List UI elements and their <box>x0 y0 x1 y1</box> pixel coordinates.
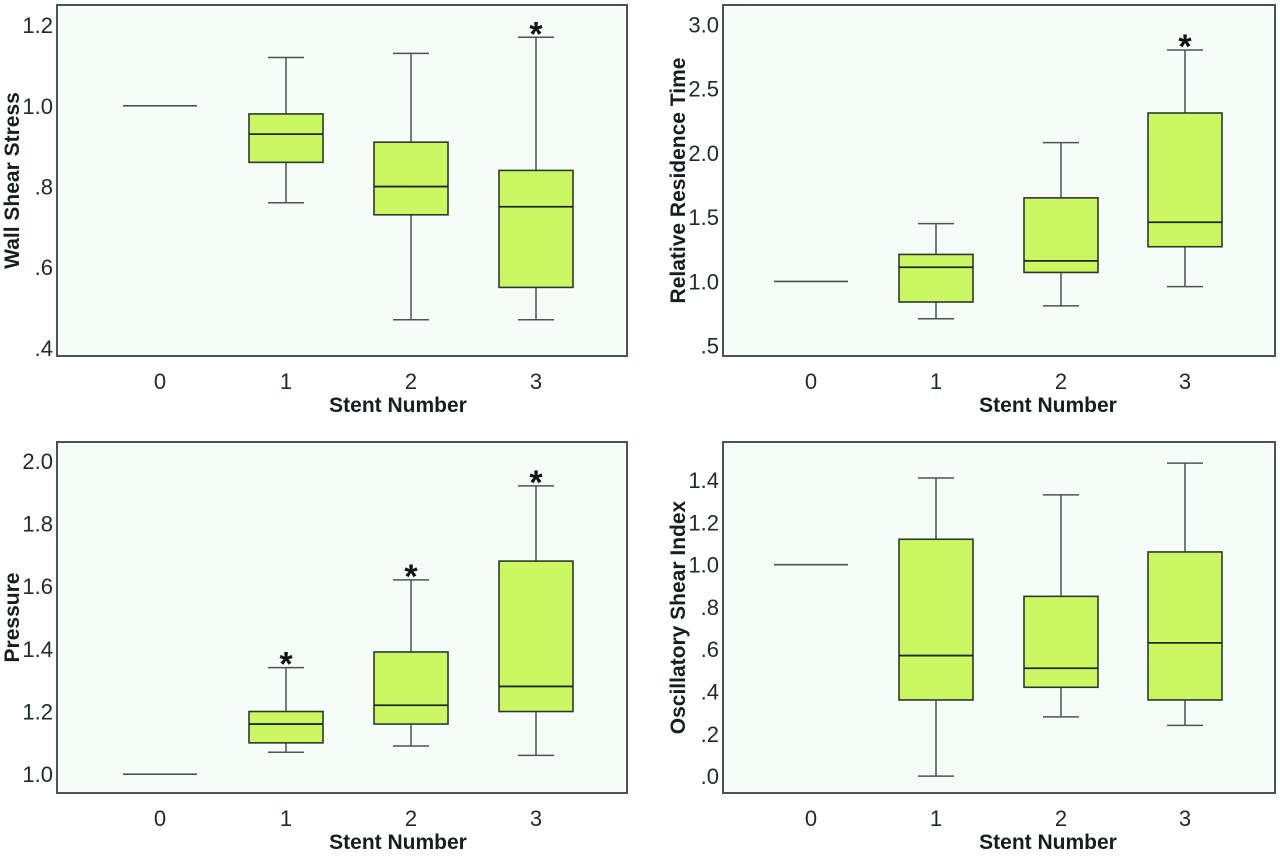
x-tick-label: 0 <box>805 369 817 394</box>
panel-pressure: 1.0 1.2 1.4 1.6 1.8 2.0 0 1 2 3 Stent Number Pressu… <box>1 441 628 854</box>
box-plot-1 <box>898 222 974 320</box>
significance-marker: * <box>529 464 543 502</box>
box-plot-2: * <box>373 558 449 747</box>
y-tick-label: .6 <box>35 255 53 280</box>
x-tick-label: 2 <box>405 806 417 831</box>
x-axis-label: Stent Number <box>329 831 467 854</box>
box-plot-2 <box>1023 494 1099 718</box>
y-tick-label: .8 <box>35 175 53 200</box>
iqr-box <box>898 253 974 303</box>
x-axis-label: Stent Number <box>329 394 467 417</box>
x-tick-label: 3 <box>1179 369 1191 394</box>
panel-oscillatory-shear-index: .0 .2 .4 .6 .8 1.0 1.2 1.4 0 1 2 3 Stent Number Oscil… <box>667 441 1276 854</box>
box-plot-3: * <box>498 15 574 321</box>
y-tick-label: 1.4 <box>22 637 53 662</box>
significance-marker: * <box>1178 28 1192 66</box>
significance-marker: * <box>279 646 293 684</box>
y-tick-label: .4 <box>701 680 719 705</box>
x-tick-label: 2 <box>1055 806 1067 831</box>
significance-marker: * <box>529 15 543 53</box>
iqr-box <box>373 651 449 725</box>
y-tick-label: 1.4 <box>688 468 719 493</box>
y-tick-label: 1.2 <box>22 700 53 725</box>
y-tick-label: 1.0 <box>688 269 719 294</box>
iqr-box <box>248 113 324 164</box>
box-plot-2 <box>373 52 449 321</box>
x-tick-label: 2 <box>1055 369 1067 394</box>
iqr-box <box>498 560 574 713</box>
box-plot-3: * <box>1147 28 1223 288</box>
y-tick-label: .5 <box>701 334 719 359</box>
y-axis-label: Wall Shear Stress <box>1 92 24 269</box>
x-tick-label: 0 <box>154 369 166 394</box>
iqr-box <box>248 710 324 744</box>
box-plot-3: * <box>498 464 574 757</box>
y-tick-label: 2.0 <box>22 449 53 474</box>
box-plot-1 <box>248 56 324 204</box>
x-tick-label: 2 <box>405 369 417 394</box>
y-tick-label: 2.0 <box>688 141 719 166</box>
x-tick-label: 3 <box>530 806 542 831</box>
x-tick-label: 1 <box>280 369 292 394</box>
box-plot-1 <box>898 477 974 777</box>
iqr-box <box>498 169 574 289</box>
x-tick-label: 3 <box>530 369 542 394</box>
x-tick-label: 1 <box>930 369 942 394</box>
x-axis-label: Stent Number <box>979 831 1117 854</box>
iqr-box <box>898 538 974 701</box>
box-plot-2 <box>1023 141 1099 307</box>
x-tick-label: 1 <box>930 806 942 831</box>
y-tick-label: .2 <box>701 722 719 747</box>
x-tick-label: 1 <box>280 806 292 831</box>
y-tick-label: 1.5 <box>688 205 719 230</box>
significance-marker: * <box>404 558 418 596</box>
y-tick-label: .6 <box>701 637 719 662</box>
y-tick-label: 1.8 <box>22 511 53 536</box>
y-tick-label: 1.0 <box>22 94 53 119</box>
iqr-box <box>373 141 449 216</box>
y-axis-label: Relative Residence Time <box>667 58 690 304</box>
y-tick-label: 1.2 <box>22 13 53 38</box>
panel-relative-residence-time: .5 1.0 1.5 2.0 2.5 3.0 0 1 2 3 Stent Number Relativ… <box>667 4 1276 417</box>
y-tick-label: 3.0 <box>688 12 719 37</box>
y-tick-label: 1.0 <box>688 553 719 578</box>
y-tick-label: .8 <box>701 595 719 620</box>
x-axis-label: Stent Number <box>979 394 1117 417</box>
x-tick-label: 3 <box>1179 806 1191 831</box>
box-plot-1: * <box>248 646 324 754</box>
y-tick-label: 1.2 <box>688 510 719 535</box>
x-tick-label: 0 <box>154 806 166 831</box>
x-tick-label: 0 <box>805 806 817 831</box>
iqr-box <box>1023 595 1099 689</box>
y-tick-label: 1.6 <box>22 574 53 599</box>
y-tick-label: 1.0 <box>22 762 53 787</box>
y-tick-label: 2.5 <box>688 77 719 102</box>
y-tick-label: .4 <box>35 336 53 361</box>
iqr-box <box>1147 551 1223 701</box>
box-plot-3 <box>1147 462 1223 727</box>
panel-wall-shear-stress: .4 .6 .8 1.0 1.2 0 1 2 3 Stent Number Wall Shear S… <box>1 4 628 417</box>
iqr-box <box>1147 112 1223 248</box>
y-axis-label: Pressure <box>1 573 24 663</box>
y-tick-label: .0 <box>701 764 719 789</box>
y-axis-label: Oscillatory Shear Index <box>667 500 690 734</box>
